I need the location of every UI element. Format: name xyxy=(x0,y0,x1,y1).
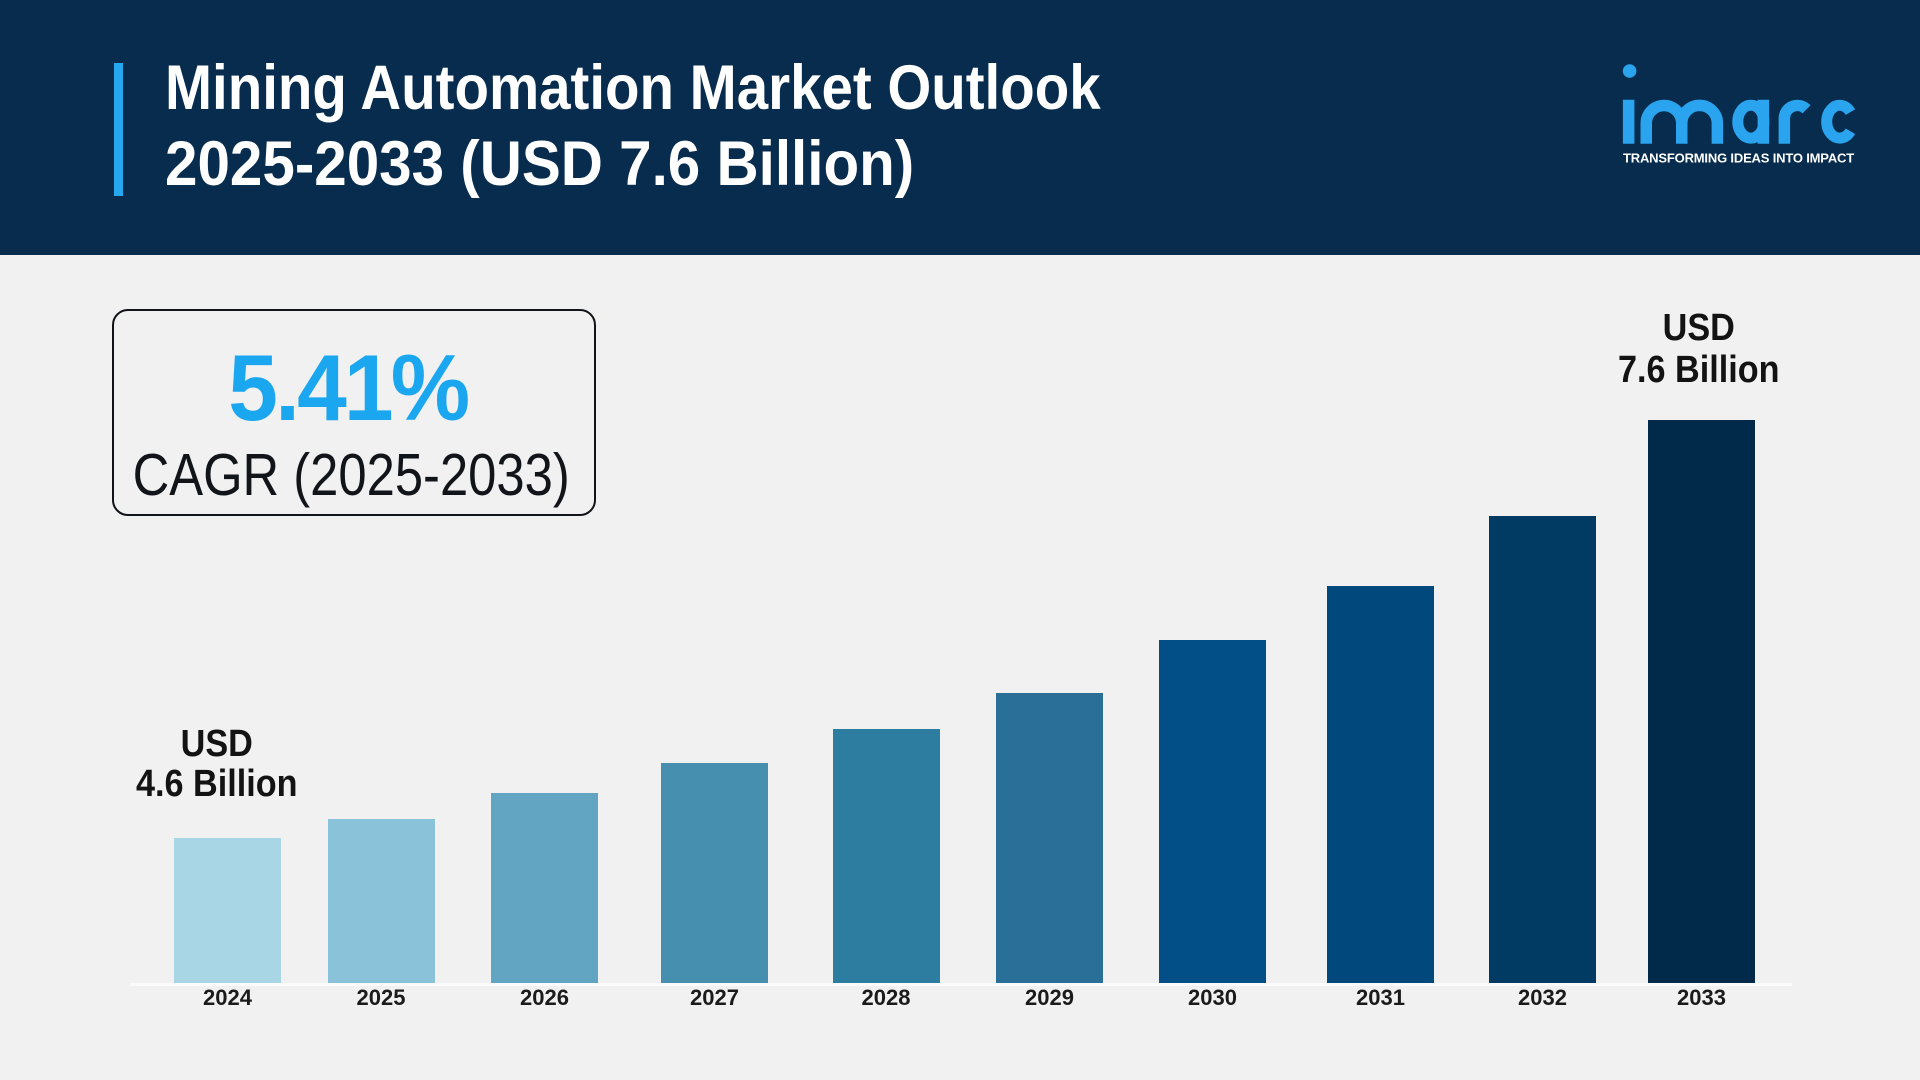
svg-text:TRANSFORMING IDEAS INTO IMPACT: TRANSFORMING IDEAS INTO IMPACT xyxy=(1623,151,1854,166)
